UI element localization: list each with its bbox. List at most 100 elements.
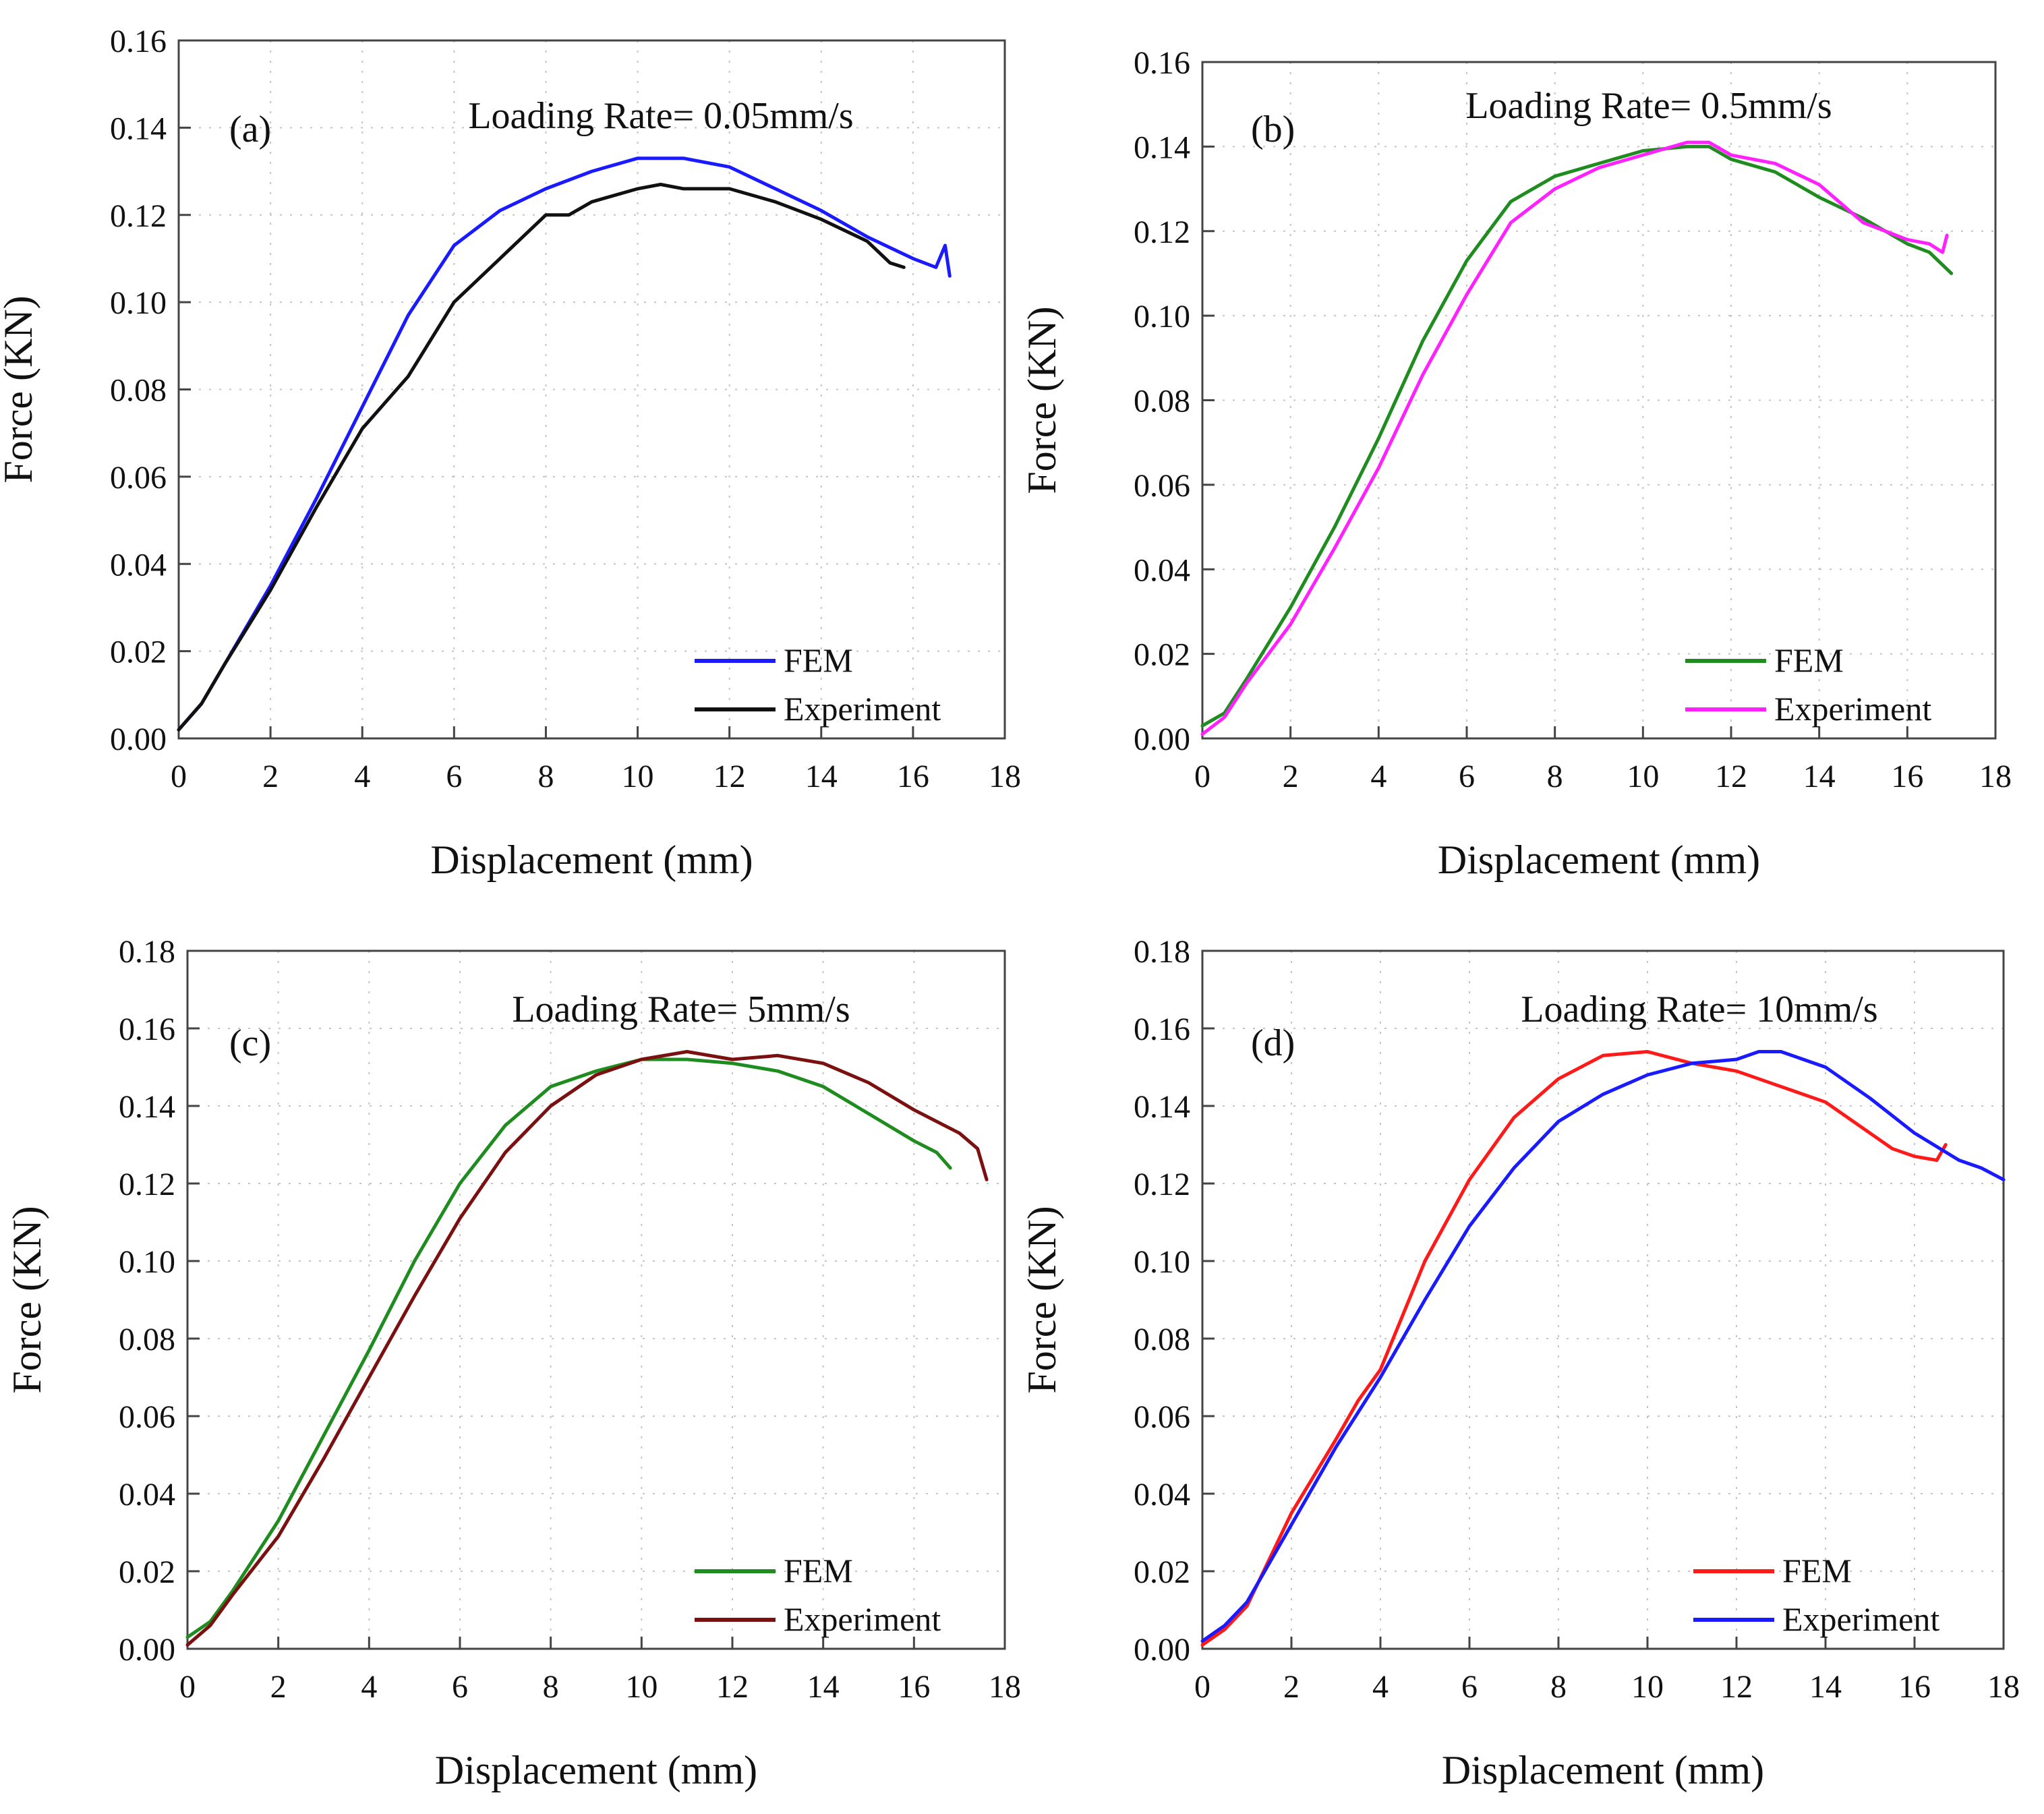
y-tick-label: 0.08 [119,1322,175,1357]
y-tick-label: 0.14 [1134,129,1190,165]
y-tick-label: 0.02 [110,635,167,670]
series-line-fem [1200,1050,1948,1647]
panel-label: (c) [229,1022,271,1064]
chart-panel-d: 0 2 4 6 8 10 12 14 16 18 0.00 0.02 0.04 0.06 0.08 0.10 0… [1020,934,2020,1792]
x-tick-label: 16 [898,1669,930,1705]
legend-label-fem: FEM [1782,1552,1852,1589]
chart-title: Loading Rate= 0.05mm/s [468,95,853,137]
y-tick-label: 0.02 [1134,637,1190,673]
x-axis-title: Displacement (mm) [430,838,753,882]
x-tick-label: 2 [1283,1669,1300,1705]
x-tick-label: 2 [1283,759,1299,794]
y-tick-label: 0.08 [1134,1322,1190,1357]
legend-label-fem: FEM [784,1552,853,1589]
y-tick-label: 0.08 [1134,384,1190,419]
y-axis-title: Force (KN) [0,295,40,483]
y-tick-label: 0.02 [1134,1554,1190,1590]
y-tick-label: 0.12 [110,198,167,234]
y-tick-label: 0.16 [1134,45,1190,81]
x-axis-title: Displacement (mm) [1442,1748,1764,1792]
x-axis-title: Displacement (mm) [1438,838,1760,882]
x-tick-label: 18 [1979,759,2012,794]
y-tick-label: 0.10 [110,285,167,321]
y-tick-label: 0.02 [119,1554,175,1590]
y-axis-title: Force (KN) [1020,306,1064,494]
legend-label-experiment: Experiment [1774,690,1931,728]
plot-frame [177,39,1006,740]
x-tick-label: 8 [1550,1669,1567,1705]
x-axis-title: Displacement (mm) [435,1748,757,1792]
x-tick-label: 6 [452,1669,468,1705]
panel-label: (a) [229,109,271,150]
x-tick-label: 6 [446,759,462,794]
plot-frame [186,949,1006,1650]
x-tick-label: 4 [354,759,370,794]
x-tick-label: 10 [1631,1669,1664,1705]
y-tick-label: 0.18 [119,934,175,970]
legend-label-fem: FEM [1774,641,1844,679]
x-tick-label: 8 [537,759,554,794]
y-axis-title: Force (KN) [5,1206,49,1393]
legend-label-experiment: Experiment [1782,1600,1939,1638]
y-tick-label: 0.12 [1134,214,1190,250]
y-tick-label: 0.10 [1134,1244,1190,1280]
series-line-experiment [177,183,906,732]
y-tick-label: 0.10 [1134,299,1190,334]
series-line-fem [185,1057,952,1639]
series-line-experiment [1200,1050,2006,1643]
x-tick-label: 14 [807,1669,840,1705]
y-tick-label: 0.04 [1134,1477,1190,1513]
panel-label: (b) [1251,109,1295,150]
plot-frame [1201,61,1997,740]
y-tick-label: 0.00 [119,1632,175,1668]
chart-panel-a: 0 2 4 6 8 10 12 14 16 18 0.00 0.02 0.04 0.06 0.08 0.10 0… [0,24,1021,882]
x-tick-label: 10 [1627,759,1659,794]
x-tick-label: 18 [1987,1669,2020,1705]
y-tick-label: 0.08 [110,373,167,409]
legend-label-fem: FEM [784,641,853,679]
x-tick-label: 6 [1461,1669,1478,1705]
x-tick-label: 10 [625,1669,658,1705]
x-tick-label: 0 [171,759,187,794]
y-tick-label: 0.16 [119,1012,175,1047]
x-tick-label: 6 [1459,759,1475,794]
x-tick-label: 16 [1891,759,1923,794]
y-tick-label: 0.10 [119,1244,175,1280]
y-tick-label: 0.12 [119,1167,175,1202]
series-line-experiment [185,1050,989,1647]
x-tick-label: 2 [262,759,279,794]
y-tick-label: 0.04 [110,547,167,583]
y-tick-label: 0.16 [110,24,167,59]
legend-label-experiment: Experiment [784,1600,941,1638]
plot-frame [1201,949,2005,1650]
y-tick-label: 0.00 [1134,1632,1190,1668]
y-tick-label: 0.06 [119,1399,175,1435]
chart-title: Loading Rate= 10mm/s [1521,989,1877,1030]
x-tick-label: 0 [179,1669,196,1705]
x-tick-label: 12 [716,1669,749,1705]
x-tick-label: 0 [1194,1669,1210,1705]
x-tick-label: 14 [805,759,838,794]
x-tick-label: 10 [622,759,654,794]
series-line-fem [1200,144,1954,728]
y-tick-label: 0.12 [1134,1167,1190,1202]
x-tick-label: 8 [1547,759,1563,794]
x-tick-label: 12 [1720,1669,1753,1705]
chart-panel-b: 0 2 4 6 8 10 12 14 16 18 0.00 0.02 0.04 0.06 0.08 0.10 0… [1020,45,2012,882]
chart-title: Loading Rate= 5mm/s [512,989,850,1030]
x-tick-label: 4 [1372,1669,1389,1705]
y-tick-label: 0.14 [119,1089,175,1125]
y-tick-label: 0.00 [1134,722,1190,757]
y-tick-label: 0.14 [1134,1089,1190,1125]
x-tick-label: 0 [1194,759,1210,794]
x-tick-label: 18 [989,759,1021,794]
chart-title: Loading Rate= 0.5mm/s [1465,85,1832,127]
x-tick-label: 16 [1898,1669,1931,1705]
x-tick-label: 2 [270,1669,287,1705]
y-tick-label: 0.00 [110,722,167,757]
y-tick-label: 0.04 [1134,552,1190,588]
chart-panel-c: 0 2 4 6 8 10 12 14 16 18 0.00 0.02 0.04 0.06 0.08 0.10 0… [5,934,1021,1792]
series-line-fem [177,156,952,732]
x-tick-label: 4 [361,1669,377,1705]
